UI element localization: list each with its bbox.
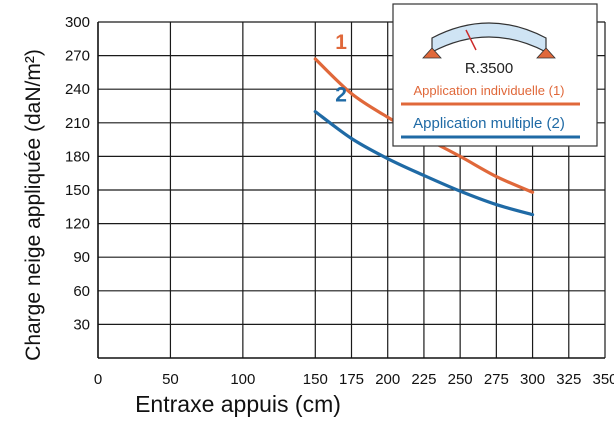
x-tick-label: 325 <box>556 371 581 388</box>
legend-item-label-2: Application multiple (2) <box>413 115 565 132</box>
tick-labels: 0 50 100 150 175 200 225 250 275 300 325 350 30 60 90 1… <box>65 14 614 388</box>
legend-item-label-1: Application individuelle (1) <box>413 83 564 98</box>
x-tick-label: 150 <box>303 371 328 388</box>
x-tick-label: 100 <box>230 371 255 388</box>
y-tick-label: 150 <box>65 182 90 199</box>
x-tick-label: 350 <box>592 371 614 388</box>
series-marker-1: 1 <box>335 31 347 54</box>
x-tick-label: 300 <box>520 371 545 388</box>
legend-radius-label: R.3500 <box>465 60 513 77</box>
x-tick-label: 200 <box>375 371 400 388</box>
x-tick-label: 0 <box>94 371 102 388</box>
y-axis-label: Charge neige appliquée (daN/m²) <box>22 49 45 361</box>
y-tick-label: 210 <box>65 115 90 132</box>
x-tick-label: 50 <box>162 371 179 388</box>
x-axis-label: Entraxe appuis (cm) <box>135 391 341 417</box>
x-tick-label: 225 <box>411 371 436 388</box>
y-tick-label: 180 <box>65 148 90 165</box>
y-tick-label: 120 <box>65 216 90 233</box>
x-tick-label: 250 <box>448 371 473 388</box>
series-marker-2: 2 <box>335 84 347 107</box>
y-tick-label: 90 <box>73 249 90 266</box>
y-tick-label: 300 <box>65 14 90 31</box>
y-tick-label: 240 <box>65 81 90 98</box>
series-line-2 <box>313 110 535 217</box>
y-tick-label: 270 <box>65 48 90 65</box>
arch-beam-icon <box>422 22 556 59</box>
x-tick-label: 275 <box>484 371 509 388</box>
series-markers: 12 <box>335 31 347 107</box>
axes <box>97 22 605 359</box>
y-tick-label: 60 <box>73 283 90 300</box>
y-tick-label: 30 <box>73 316 90 333</box>
legend: R.3500 Application individuelle (1) Appl… <box>392 3 598 147</box>
x-tick-label: 175 <box>339 371 364 388</box>
